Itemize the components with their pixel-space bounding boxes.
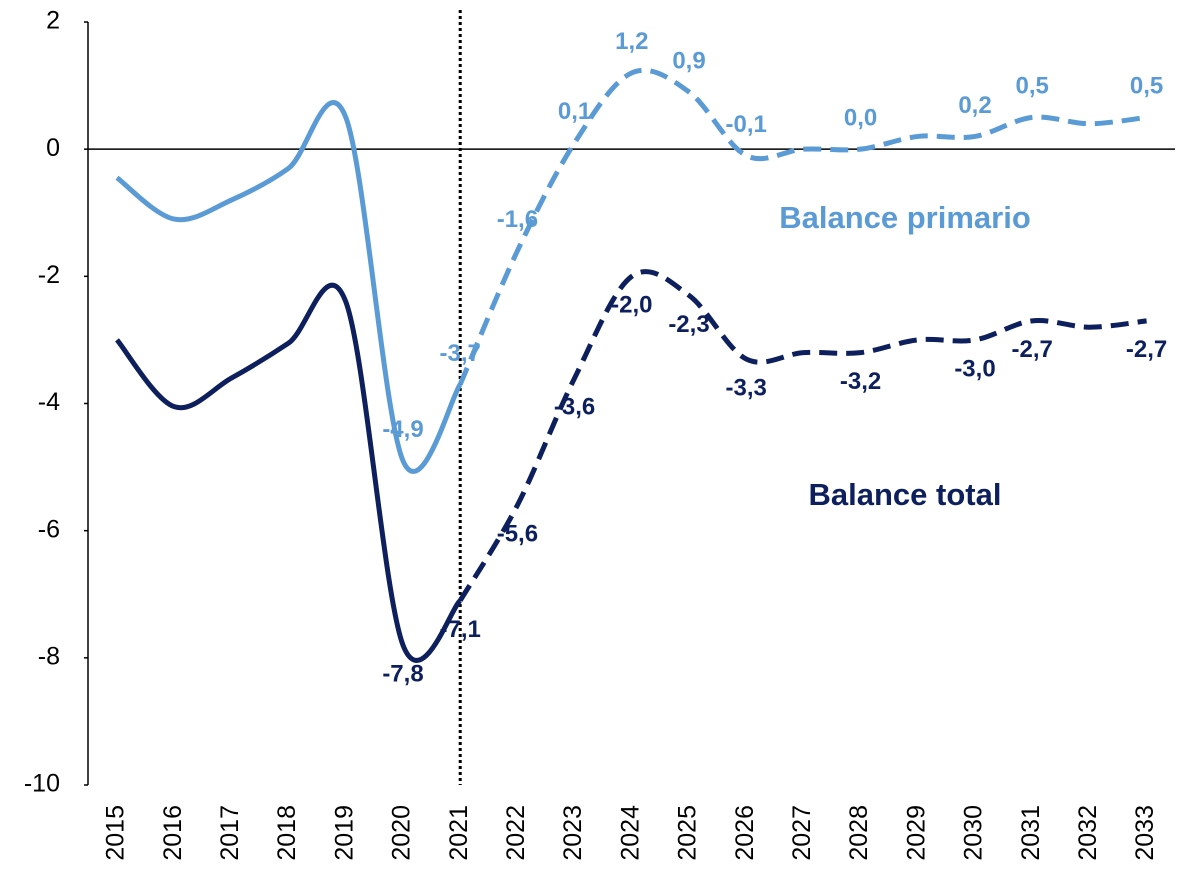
x-tick-label: 2017 (216, 805, 244, 861)
x-tick-label: 2026 (731, 805, 759, 861)
data-label: -2,7 (1126, 336, 1167, 363)
x-tick-label: 2024 (616, 805, 644, 861)
x-tick-label: 2031 (1017, 805, 1045, 861)
data-label: -2,7 (1012, 336, 1053, 363)
y-tick-label: -4 (38, 388, 60, 416)
series-label: Balance primario (779, 200, 1031, 235)
x-tick-label: 2032 (1074, 805, 1102, 861)
y-tick-label: -8 (38, 642, 60, 670)
data-label: 0,5 (1130, 73, 1163, 100)
data-label: -2,0 (611, 292, 652, 319)
data-label: 0,5 (1016, 73, 1049, 100)
x-tick-label: 2027 (788, 805, 816, 861)
data-label: -3,0 (954, 355, 995, 382)
x-tick-label: 2028 (845, 805, 873, 861)
line (115, 282, 463, 663)
x-tick-label: 2019 (330, 805, 358, 861)
x-tick-label: 2021 (445, 805, 473, 861)
x-tick-label: 2016 (159, 805, 187, 861)
y-tick-label: -2 (38, 261, 60, 289)
x-tick-label: 2018 (273, 805, 301, 861)
data-label: -3,7 (440, 340, 481, 367)
data-label: -7,1 (440, 616, 481, 643)
data-label: -2,3 (668, 311, 709, 338)
data-label: -1,6 (497, 206, 538, 233)
y-tick-label: 0 (46, 134, 60, 162)
data-label: 0,2 (958, 92, 991, 119)
x-tick-label: 2030 (960, 805, 988, 861)
data-label: -3,6 (554, 393, 595, 420)
y-tick-label: -6 (38, 515, 60, 543)
x-tick-label: 2015 (102, 805, 130, 861)
x-tick-label: 2023 (559, 805, 587, 861)
projection-line (458, 269, 1147, 602)
data-label: -5,6 (497, 521, 538, 548)
line (115, 100, 463, 474)
data-label: 0,1 (558, 98, 591, 125)
data-label: 0,9 (672, 47, 705, 74)
projection-line (457, 67, 1147, 386)
x-tick-label: 2029 (902, 805, 930, 861)
data-label: -4,9 (382, 416, 423, 443)
series-label: Balance total (809, 477, 1002, 512)
y-tick-label: 2 (46, 7, 60, 35)
data-label: -3,2 (840, 368, 881, 395)
x-tick-label: 2033 (1131, 805, 1159, 861)
data-label: -7,8 (382, 660, 423, 687)
x-tick-label: 2025 (674, 805, 702, 861)
data-label: -3,3 (726, 374, 767, 401)
x-tick-label: 2020 (388, 805, 416, 861)
x-tick-label: 2022 (502, 805, 530, 861)
data-label: 0,0 (844, 105, 877, 132)
data-label: -0,1 (726, 111, 767, 138)
y-tick-label: -10 (24, 770, 60, 798)
data-label: 1,2 (615, 28, 648, 55)
